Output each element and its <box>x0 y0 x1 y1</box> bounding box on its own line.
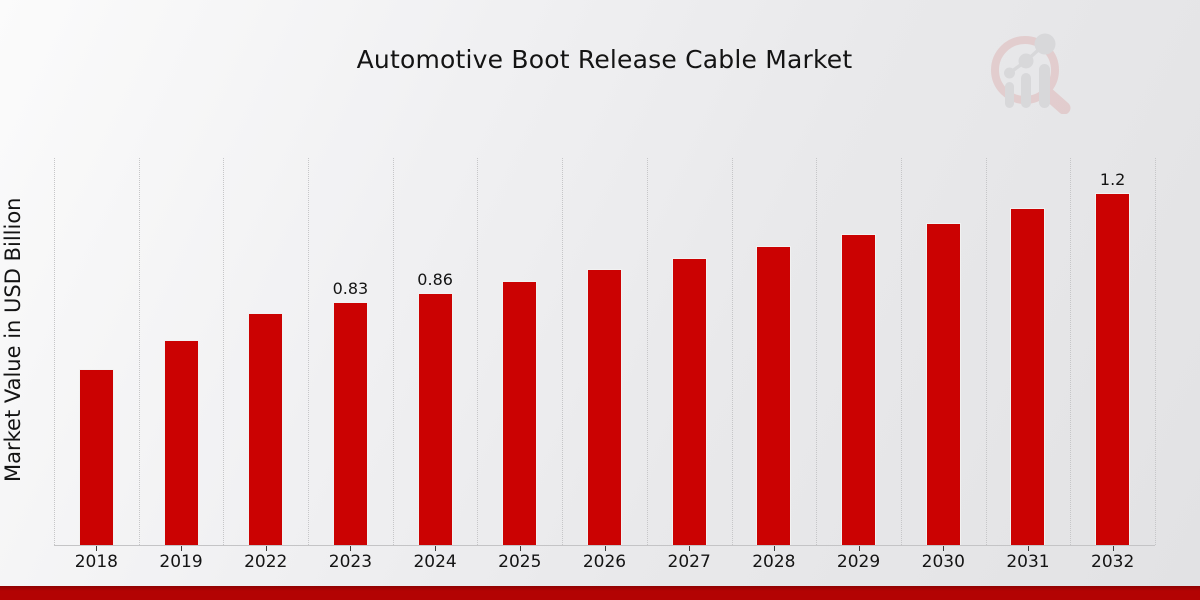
gridline <box>1070 158 1072 545</box>
bar-2026 <box>587 269 622 545</box>
x-tick-label-2026: 2026 <box>582 552 627 572</box>
bar-2030 <box>925 222 961 545</box>
chart-title: Automotive Boot Release Cable Market <box>356 45 853 74</box>
x-tick <box>435 546 437 551</box>
y-axis-label: Market Value in USD Billion <box>1 197 25 482</box>
gridline <box>1155 158 1156 545</box>
gridline <box>816 158 818 545</box>
x-tick <box>858 546 860 551</box>
bar-value-label-2032: 1.2 <box>1099 170 1126 190</box>
bar-2024 <box>417 292 453 545</box>
x-tick <box>350 546 352 551</box>
gridline <box>477 158 479 545</box>
x-tick-label-2027: 2027 <box>667 552 711 572</box>
x-tick-label-2032: 2032 <box>1091 552 1135 572</box>
bar-2022 <box>248 313 284 545</box>
bar-2027 <box>671 257 707 545</box>
gridline <box>223 158 225 545</box>
x-tick-label-2024: 2024 <box>413 552 457 572</box>
gridline <box>900 158 902 545</box>
bar-2023 <box>332 301 368 545</box>
gridline <box>308 158 310 545</box>
x-tick <box>181 546 183 551</box>
bar-value-label-2024: 0.86 <box>417 269 453 289</box>
x-tick <box>96 546 98 551</box>
gridline <box>138 158 140 545</box>
bar-2029 <box>841 234 877 545</box>
x-tick-label-2018: 2018 <box>74 552 118 572</box>
gridline <box>985 158 987 545</box>
gridline <box>646 158 648 545</box>
gridline <box>392 158 394 545</box>
x-tick <box>773 546 775 551</box>
x-tick-label-2028: 2028 <box>752 552 796 572</box>
bar-2028 <box>756 245 792 545</box>
bar-2032 <box>1095 193 1131 545</box>
x-tick-label-2022: 2022 <box>244 552 288 572</box>
x-tick <box>519 546 521 551</box>
gridline <box>562 158 564 545</box>
x-tick <box>943 546 945 551</box>
x-tick-label-2031: 2031 <box>1006 552 1050 572</box>
bar-2025 <box>502 281 538 545</box>
x-tick <box>265 546 267 551</box>
bar-2019 <box>163 339 199 545</box>
x-tick <box>689 546 691 551</box>
x-tick <box>1112 546 1114 551</box>
x-tick-label-2025: 2025 <box>498 552 542 572</box>
x-tick-label-2029: 2029 <box>836 552 881 572</box>
footer-accent-bar <box>0 586 1200 600</box>
bar-value-label-2023: 0.83 <box>332 278 369 298</box>
bar-2031 <box>1010 207 1046 545</box>
gridline <box>731 158 733 545</box>
x-tick <box>1027 546 1029 551</box>
x-tick-label-2023: 2023 <box>328 552 373 572</box>
plot-area: 0.83 0.86 1.2 <box>54 158 1156 546</box>
magnifier-bar-chart-logo-icon <box>991 33 1071 114</box>
x-tick <box>604 546 606 551</box>
x-tick-label-2019: 2019 <box>159 552 203 572</box>
gridline <box>54 158 55 545</box>
bar-2018 <box>78 369 114 545</box>
x-tick-label-2030: 2030 <box>921 552 965 572</box>
